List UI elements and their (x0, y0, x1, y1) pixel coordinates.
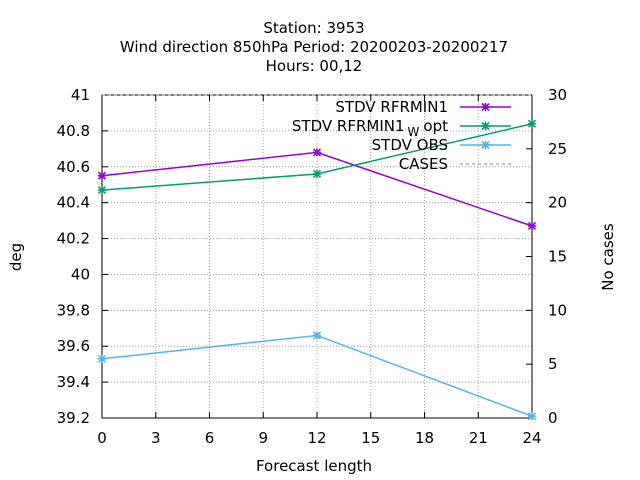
legend-label: CASES (399, 155, 448, 173)
data-point (527, 119, 537, 128)
data-series (97, 94, 537, 421)
legend-label: STDV OBS (372, 136, 448, 154)
legend-marker (481, 121, 490, 131)
x-tick-label: 12 (307, 429, 326, 447)
legend-label: STDV RFRMIN1 (335, 98, 448, 116)
chart-title: Station: 3953 Wind direction 850hPa Peri… (120, 19, 508, 75)
series-2 (97, 331, 537, 421)
chart-title-line-3: Hours: 00,12 (266, 57, 363, 75)
x-axis-label: Forecast length (256, 457, 372, 475)
y-tick-label: 40.4 (57, 194, 90, 212)
y2-tick-label: 30 (548, 86, 567, 104)
y2-tick-label: 10 (548, 301, 567, 319)
axes (101, 94, 533, 419)
data-point (527, 221, 537, 231)
y-axis-label: deg (7, 243, 25, 271)
series-0 (97, 148, 537, 231)
legend-marker (481, 102, 490, 112)
x-tick-label: 6 (205, 429, 215, 447)
y2-tick-label: 25 (548, 140, 567, 158)
y2-tick-label: 20 (548, 194, 567, 212)
x-tick-label: 15 (361, 429, 380, 447)
data-point (312, 148, 322, 157)
data-point (97, 354, 107, 363)
data-point (312, 169, 322, 179)
data-point (97, 186, 107, 195)
legend-item: STDV OBS (372, 136, 511, 154)
series-1 (97, 119, 537, 195)
x-tick-label: 18 (415, 429, 434, 447)
tick-labels: 0 3 6 9 12 15 18 21 24 39.2 39.4 39.6 39.8 40 40.2 40.4… (57, 86, 568, 447)
chart-title-line-2: Wind direction 850hPa Period: 20200203-2… (120, 38, 508, 56)
x-tick-label: 3 (151, 429, 161, 447)
legend-item: CASES (399, 155, 511, 173)
y-tick-label: 39.6 (57, 337, 90, 355)
grid-lines (102, 95, 532, 418)
x-tick-label: 9 (258, 429, 268, 447)
y2-axis-label: No cases (599, 223, 617, 291)
y-tick-label: 41 (71, 86, 90, 104)
legend-marker (481, 140, 490, 150)
y-tick-label: 40.8 (57, 122, 90, 140)
y2-tick-label: 0 (548, 409, 558, 427)
series-line (101, 151, 533, 227)
x-tick-label: 24 (522, 429, 541, 447)
y-tick-label: 40.2 (57, 230, 90, 248)
x-tick-label: 21 (469, 429, 488, 447)
y-tick-label: 39.2 (57, 409, 90, 427)
data-point (97, 171, 107, 180)
data-point (527, 412, 537, 421)
y-tick-label: 40 (71, 265, 90, 283)
y2-tick-label: 15 (548, 248, 567, 266)
plot-frame (101, 94, 533, 419)
y-tick-label: 39.8 (57, 301, 90, 319)
y-tick-label: 39.4 (57, 373, 90, 391)
y2-tick-label: 5 (548, 355, 558, 373)
y-tick-label: 40.6 (57, 158, 90, 176)
data-point (312, 331, 322, 340)
x-tick-label: 0 (97, 429, 107, 447)
chart-title-line-1: Station: 3953 (263, 19, 364, 37)
legend-item: STDV RFRMIN1 (335, 98, 511, 116)
